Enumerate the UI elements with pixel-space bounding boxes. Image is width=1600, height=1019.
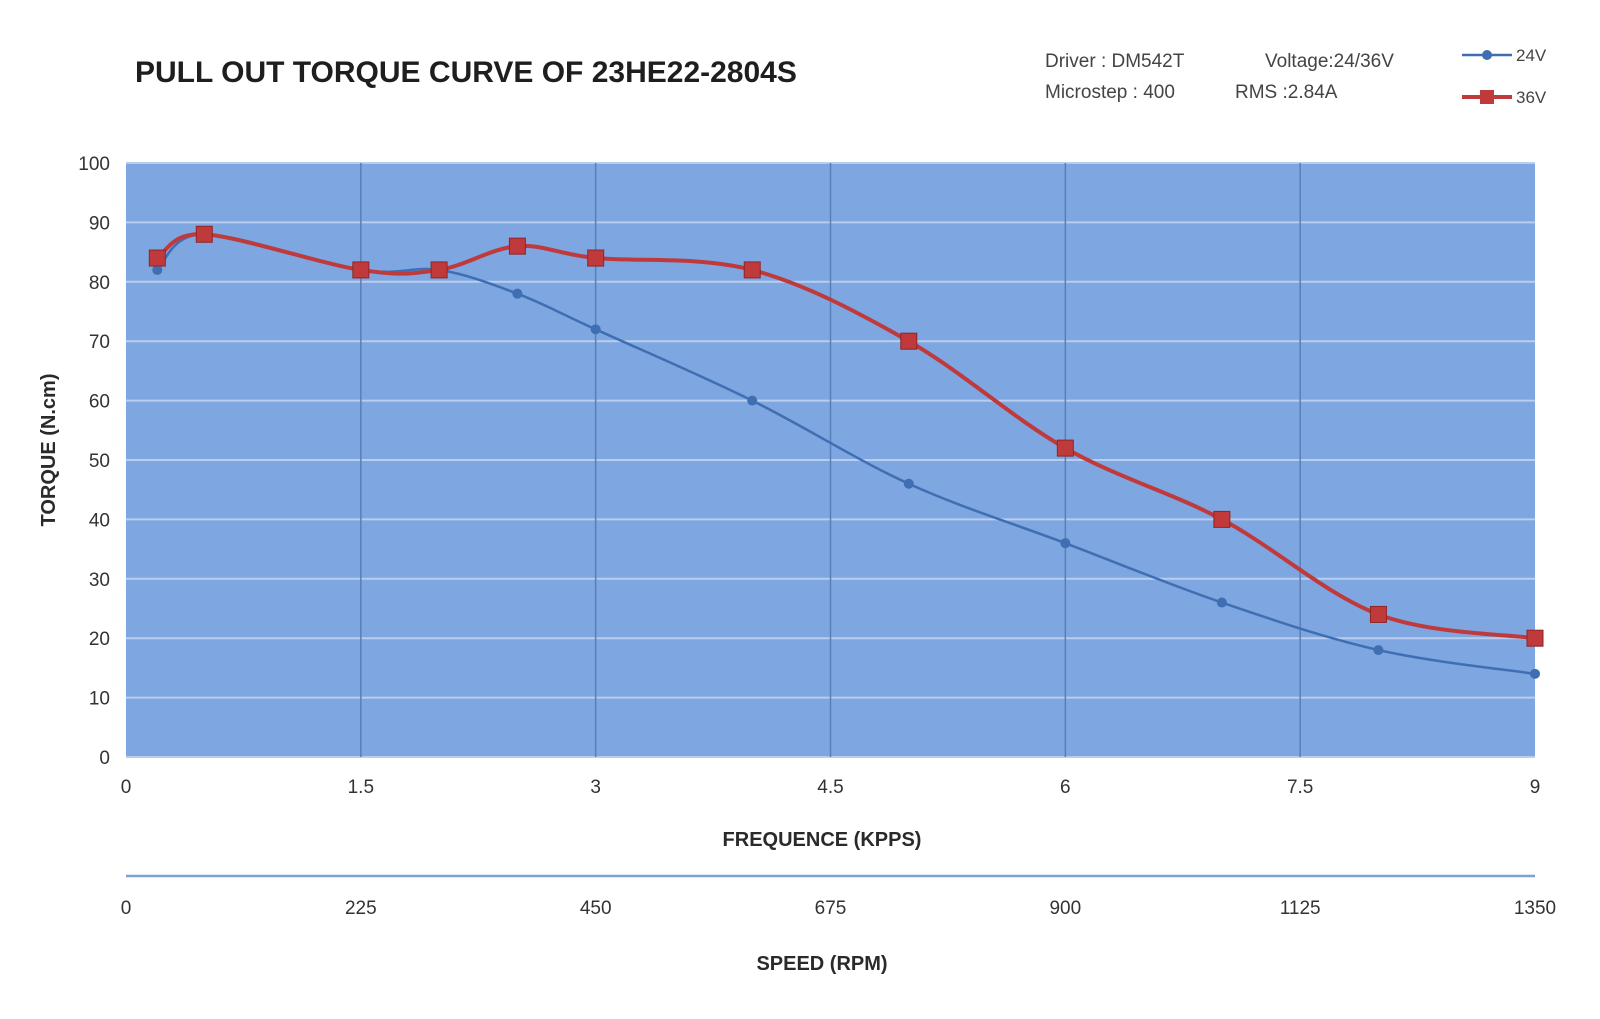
data-point-24v [1060,538,1071,549]
data-point-36v [430,261,448,279]
speed-tick-label: 450 [580,898,612,919]
y-tick-label: 40 [89,510,110,531]
data-point-36v [1369,605,1387,623]
speed-tick-label: 0 [121,898,132,919]
microstep-info: Microstep : 400 [1045,82,1175,103]
data-point-36v [743,261,761,279]
x-tick-label: 6 [1060,777,1071,798]
speed-tick-label: 675 [815,898,847,919]
driver-info: Driver : DM542T [1045,51,1185,72]
data-point-24v [903,478,914,489]
data-point-24v [512,288,523,299]
data-point-36v [1213,510,1231,528]
y-tick-label: 60 [89,392,110,413]
legend-label-36v: 36V [1516,88,1547,107]
data-point-36v [508,237,526,255]
x-axis-title: FREQUENCE (KPPS) [723,829,922,851]
y-tick-label: 10 [89,689,110,710]
data-point-24v [152,264,163,275]
speed-tick-label: 1125 [1280,898,1321,919]
data-point-36v [352,261,370,279]
data-point-24v [1373,645,1384,656]
x-tick-label: 9 [1530,777,1541,798]
speed-tick-label: 1350 [1514,898,1556,919]
x-tick-label: 4.5 [817,777,843,798]
legend: 24V 36V [1462,46,1547,107]
data-point-36v [195,225,213,243]
y-tick-label: 20 [89,629,110,650]
y-tick-label: 100 [78,154,110,175]
grid-lines [126,162,1535,758]
y-axis-title: TORQUE (N.cm) [38,374,60,527]
legend-label-24v: 24V [1516,46,1547,65]
x-tick-label: 1.5 [348,777,374,798]
series-layer [148,225,1544,679]
data-point-36v [1526,629,1544,647]
speed-axis-title: SPEED (RPM) [756,953,887,975]
x-tick-label: 7.5 [1287,777,1313,798]
data-point-36v [900,332,918,350]
rms-info: RMS :2.84A [1235,82,1338,103]
y-tick-label: 80 [89,273,110,294]
chart-title: PULL OUT TORQUE CURVE OF 23HE22-2804S [135,56,797,89]
data-point-24v [747,395,758,406]
y-tick-label: 70 [89,332,110,353]
speed-tick-label: 225 [345,898,377,919]
x-tick-label: 0 [121,777,132,798]
data-point-24v [1530,668,1540,679]
voltage-info: Voltage:24/36V [1265,51,1394,72]
x-tick-label: 3 [590,777,601,798]
y-tick-label: 90 [89,213,110,234]
speed-tick-labels: 0 225 450 675 900 1125 1350 [121,898,1556,919]
data-point-24v [590,324,601,335]
legend-marker-24v [1482,50,1492,60]
y-tick-label: 0 [99,748,110,769]
y-tick-label: 30 [89,570,110,591]
data-point-36v [148,249,166,267]
x-tick-labels: 0 1.5 3 4.5 6 7.5 9 [121,777,1541,798]
y-tick-label: 50 [89,451,110,472]
speed-tick-label: 900 [1049,898,1081,919]
legend-marker-36v [1480,90,1494,104]
data-point-24v [1216,597,1227,608]
y-tick-labels: 0 10 20 30 40 50 60 70 80 90 100 [78,154,110,769]
data-point-36v [1056,439,1074,457]
data-point-36v [587,249,605,267]
